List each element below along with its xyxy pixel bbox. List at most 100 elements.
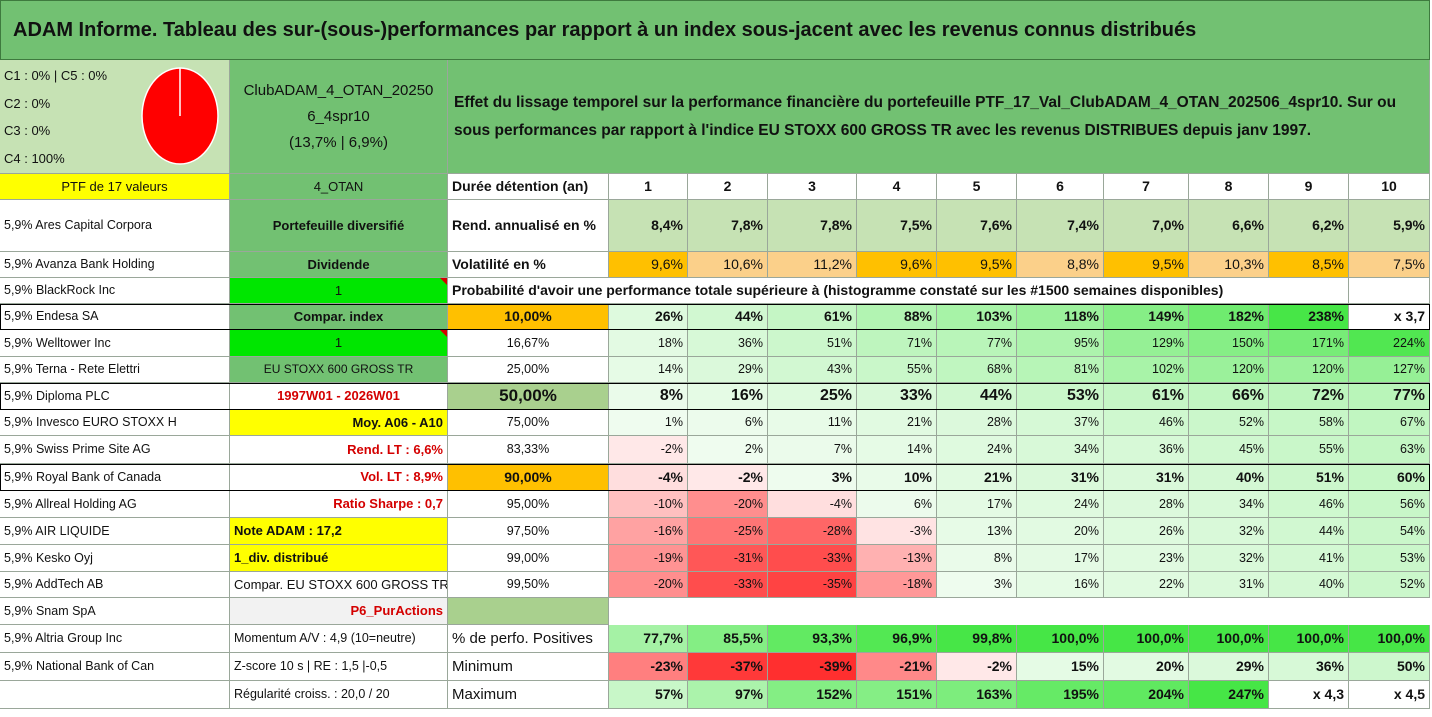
probability-value: 150% bbox=[1189, 330, 1269, 357]
probability-value: 33% bbox=[857, 383, 937, 410]
probability-value: 14% bbox=[609, 357, 688, 383]
info-cell: EU STOXX 600 GROSS TR bbox=[230, 357, 448, 383]
probability-value: 129% bbox=[1104, 330, 1189, 357]
probability-value: -28% bbox=[768, 518, 857, 545]
probability-value: 31% bbox=[1189, 572, 1269, 598]
probability-value: 120% bbox=[1269, 357, 1349, 383]
probability-value: 22% bbox=[1104, 572, 1189, 598]
probability-value: 66% bbox=[1189, 383, 1269, 410]
holding-row: 5,9% Endesa SA bbox=[0, 304, 230, 330]
probability-value: -2% bbox=[609, 436, 688, 464]
vol-value: 8,8% bbox=[1017, 252, 1104, 278]
maximum-label: Maximum bbox=[448, 681, 609, 709]
holding-row: 5,9% Altria Group Inc bbox=[0, 625, 230, 653]
probability-value: 37% bbox=[1017, 410, 1104, 436]
probability-value: 24% bbox=[937, 436, 1017, 464]
vol-label: Volatilité en % bbox=[448, 252, 609, 278]
probability-value: -13% bbox=[857, 545, 937, 572]
probability-value: 34% bbox=[1017, 436, 1104, 464]
portfolio-count-header: PTF de 17 valeurs bbox=[0, 174, 230, 200]
holding-row: 5,9% Swiss Prime Site AG bbox=[0, 436, 230, 464]
positives-value: 100,0% bbox=[1349, 625, 1430, 653]
info-cell: Z-score 10 s | RE : 1,5 |-0,5 bbox=[230, 653, 448, 681]
rend-label: Rend. annualisé en % bbox=[448, 200, 609, 252]
holding-row-empty bbox=[0, 681, 230, 709]
probability-value: 55% bbox=[1269, 436, 1349, 464]
probability-value: 103% bbox=[937, 304, 1017, 330]
probability-threshold: 75,00% bbox=[448, 410, 609, 436]
holding-row: 5,9% Snam SpA bbox=[0, 598, 230, 625]
probability-value: 102% bbox=[1104, 357, 1189, 383]
vol-value: 9,6% bbox=[857, 252, 937, 278]
holding-row: 5,9% BlackRock Inc bbox=[0, 278, 230, 304]
positives-value: 100,0% bbox=[1189, 625, 1269, 653]
probability-value: x 3,7 bbox=[1349, 304, 1430, 330]
holding-row: 5,9% Kesko Oyj bbox=[0, 545, 230, 572]
probability-value: 26% bbox=[1104, 518, 1189, 545]
duration-label: Durée détention (an) bbox=[448, 174, 609, 200]
probability-threshold: 99,00% bbox=[448, 545, 609, 572]
allocation-pie-chart bbox=[141, 67, 219, 165]
vol-value: 9,5% bbox=[1104, 252, 1189, 278]
maximum-value: 204% bbox=[1104, 681, 1189, 709]
probability-value: 10% bbox=[857, 464, 937, 491]
rend-value: 7,5% bbox=[857, 200, 937, 252]
probability-value: 40% bbox=[1189, 464, 1269, 491]
info-cell: Régularité croiss. : 20,0 / 20 bbox=[230, 681, 448, 709]
probability-title-spacer bbox=[1349, 278, 1430, 304]
probability-threshold: 90,00% bbox=[448, 464, 609, 491]
probability-threshold: 99,50% bbox=[448, 572, 609, 598]
probability-value: 13% bbox=[937, 518, 1017, 545]
pie-legend-line: C3 : 0% bbox=[4, 123, 51, 138]
year-header: 6 bbox=[1017, 174, 1104, 200]
maximum-value: 247% bbox=[1189, 681, 1269, 709]
probability-value: -19% bbox=[609, 545, 688, 572]
year-header: 10 bbox=[1349, 174, 1430, 200]
info-cell: 4_OTAN bbox=[230, 174, 448, 200]
positives-value: 85,5% bbox=[688, 625, 768, 653]
probability-value: 14% bbox=[857, 436, 937, 464]
positives-value: 100,0% bbox=[1269, 625, 1349, 653]
probability-value: 46% bbox=[1104, 410, 1189, 436]
probability-value: 24% bbox=[1017, 491, 1104, 518]
probability-threshold: 16,67% bbox=[448, 330, 609, 357]
info-cell: Momentum A/V : 4,9 (10=neutre) bbox=[230, 625, 448, 653]
year-header: 3 bbox=[768, 174, 857, 200]
holding-row: 5,9% Invesco EURO STOXX H bbox=[0, 410, 230, 436]
positives-value: 100,0% bbox=[1017, 625, 1104, 653]
probability-value: 53% bbox=[1017, 383, 1104, 410]
probability-value: 52% bbox=[1189, 410, 1269, 436]
minimum-value: 36% bbox=[1269, 653, 1349, 681]
positives-value: 99,8% bbox=[937, 625, 1017, 653]
probability-value: 23% bbox=[1104, 545, 1189, 572]
probability-value: 11% bbox=[768, 410, 857, 436]
portfolio-name-line: 6_4spr10 bbox=[307, 107, 370, 125]
probability-value: 52% bbox=[1349, 572, 1430, 598]
probability-value: 21% bbox=[937, 464, 1017, 491]
probability-value: 3% bbox=[768, 464, 857, 491]
positives-value: 100,0% bbox=[1104, 625, 1189, 653]
minimum-value: 50% bbox=[1349, 653, 1430, 681]
probability-value: 31% bbox=[1104, 464, 1189, 491]
probability-value: 34% bbox=[1189, 491, 1269, 518]
probability-value: -2% bbox=[688, 464, 768, 491]
probability-value: -3% bbox=[857, 518, 937, 545]
vol-value: 11,2% bbox=[768, 252, 857, 278]
probability-value: 55% bbox=[857, 357, 937, 383]
probability-value: 127% bbox=[1349, 357, 1430, 383]
maximum-value: 152% bbox=[768, 681, 857, 709]
positives-value: 77,7% bbox=[609, 625, 688, 653]
minimum-value: -21% bbox=[857, 653, 937, 681]
probability-value: 28% bbox=[937, 410, 1017, 436]
probability-value: -4% bbox=[768, 491, 857, 518]
info-cell: 1 bbox=[230, 278, 448, 304]
holding-row: 5,9% Allreal Holding AG bbox=[0, 491, 230, 518]
positives-label: % de perfo. Positives bbox=[448, 625, 609, 653]
maximum-value: 195% bbox=[1017, 681, 1104, 709]
probability-value: -18% bbox=[857, 572, 937, 598]
probability-value: 95% bbox=[1017, 330, 1104, 357]
rend-value: 5,9% bbox=[1349, 200, 1430, 252]
info-cell: P6_PurActions bbox=[230, 598, 448, 625]
probability-value: 8% bbox=[609, 383, 688, 410]
